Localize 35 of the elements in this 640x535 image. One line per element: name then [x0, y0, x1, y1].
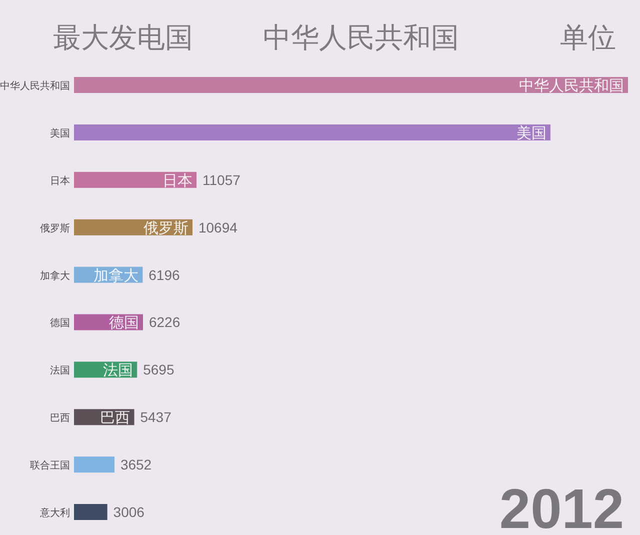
text: 单位	[560, 22, 616, 53]
data-label: 3006	[113, 504, 145, 520]
y-tick-label: 德国	[50, 318, 70, 330]
data-label: 5695	[143, 362, 174, 378]
data-label: 11057	[202, 172, 241, 188]
category-label: 法国	[103, 362, 134, 380]
category-label: 加拿大	[94, 267, 139, 284]
y-tick-label: 法国	[50, 364, 70, 377]
category-label: 美国	[516, 124, 546, 142]
category-label: 日本	[162, 172, 193, 190]
y-tick-label: 美国	[50, 127, 70, 140]
text: 中华人民共和国	[519, 78, 624, 94]
y-tick-label: 加拿大	[40, 270, 70, 282]
bar	[74, 124, 550, 140]
data-label: 3652	[120, 456, 152, 473]
text: 中华人民共和国	[263, 22, 459, 53]
data-label: 6226	[148, 314, 180, 330]
annotation: 2012	[499, 477, 624, 535]
category-label: 德国	[108, 314, 139, 332]
bar	[74, 172, 197, 188]
y-tick-label: 日本	[50, 174, 70, 187]
data-label: 6196	[148, 266, 180, 283]
data-label: 10694	[198, 219, 238, 236]
data-label: 5437	[140, 409, 172, 426]
y-tick-label: 中华人民共和国	[0, 80, 70, 92]
bar	[74, 77, 628, 93]
y-tick-label: 巴西	[50, 413, 70, 424]
category-label: 俄罗斯	[143, 220, 188, 237]
category-label: 巴西	[100, 410, 130, 427]
y-tick-label: 俄罗斯	[40, 222, 70, 234]
y-tick-label: 意大利	[39, 507, 70, 519]
chart-title: 最大发电国	[53, 22, 193, 53]
y-tick-label: 联合王国	[30, 460, 70, 472]
bar	[74, 456, 114, 473]
bar	[74, 504, 108, 520]
